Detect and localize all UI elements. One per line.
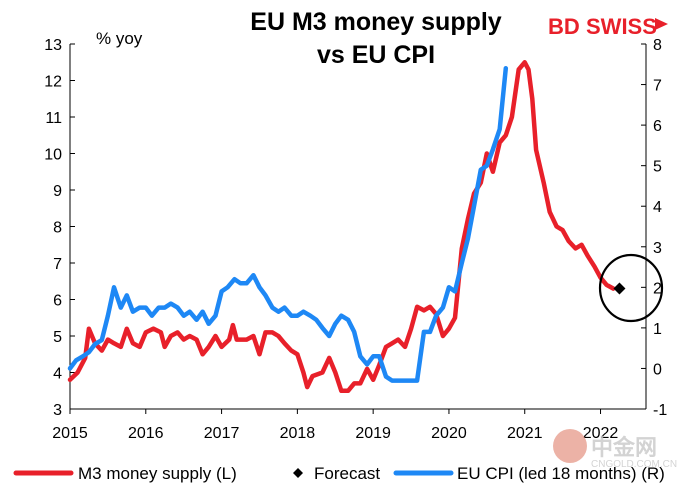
- right-tick-label: 3: [653, 240, 662, 257]
- right-tick-label: -1: [653, 402, 667, 419]
- right-tick-label: 2: [653, 280, 662, 297]
- right-tick-label: 4: [653, 199, 662, 216]
- left-tick-label: 4: [53, 366, 62, 383]
- left-tick-label: 8: [53, 220, 62, 237]
- forecast-highlight-circle: [598, 253, 664, 323]
- right-tick-label: 8: [653, 37, 662, 54]
- series-line-2: [67, 66, 509, 383]
- watermark-logo-icon: [553, 429, 587, 463]
- right-tick-label: 6: [653, 118, 662, 135]
- watermark-site-text: 中金网: [591, 435, 657, 461]
- x-tick-label: 2022: [583, 425, 619, 442]
- x-axis: 2015 2016 2017 2018 2019 2020 2021 2022: [52, 409, 618, 442]
- x-tick-label: 2015: [52, 425, 88, 442]
- series-layer: [67, 60, 626, 394]
- watermark-site-url: CNGOLD.COM.CN: [591, 459, 677, 470]
- right-tick-label: 7: [653, 78, 662, 95]
- forecast-marker: [613, 282, 626, 295]
- x-tick-label: 2020: [431, 425, 467, 442]
- left-tick-label: 3: [53, 402, 62, 419]
- right-tick-label: 0: [653, 361, 662, 378]
- chart-title-line1: EU M3 money supply: [250, 8, 502, 36]
- x-tick-label: 2018: [280, 425, 316, 442]
- series-line-0: [67, 60, 616, 394]
- left-tick-label: 6: [53, 293, 62, 310]
- left-axis: 3 4 5 6 7 8 9 10 11 12 13: [44, 37, 75, 419]
- x-tick-label: 2017: [204, 425, 240, 442]
- left-tick-label: 5: [53, 329, 62, 346]
- x-tick-label: 2016: [128, 425, 164, 442]
- left-tick-label: 9: [53, 183, 62, 200]
- right-tick-label: 1: [653, 321, 662, 338]
- x-tick-label: 2019: [355, 425, 391, 442]
- legend-label-1: Forecast: [314, 464, 380, 483]
- brand-logo-bd: BD: [548, 14, 580, 39]
- left-axis-unit: % yoy: [96, 29, 143, 48]
- brand-swoosh-icon: [655, 18, 668, 30]
- legend: M3 money supply (L) Forecast EU CPI (led 1…: [13, 464, 665, 483]
- brand-logo-swiss: SWISS: [586, 14, 657, 39]
- right-tick-label: 5: [653, 159, 662, 176]
- site-watermark: 中金网 CNGOLD.COM.CN: [553, 429, 677, 470]
- brand-logo: BD SWISS: [548, 14, 668, 39]
- legend-label-0: M3 money supply (L): [78, 464, 237, 483]
- x-tick-label: 2021: [507, 425, 543, 442]
- legend-label-2: EU CPI (led 18 months) (R): [457, 464, 665, 483]
- left-tick-label: 10: [44, 147, 62, 164]
- chart-title-line2: vs EU CPI: [317, 41, 435, 69]
- left-tick-label: 13: [44, 37, 62, 54]
- legend-swatch-1: [293, 468, 303, 478]
- left-tick-label: 11: [45, 110, 62, 127]
- left-tick-label: 7: [53, 256, 62, 273]
- left-tick-label: 12: [44, 74, 62, 91]
- right-axis: -1 0 1 2 3 4 5 6 7 8: [641, 37, 667, 419]
